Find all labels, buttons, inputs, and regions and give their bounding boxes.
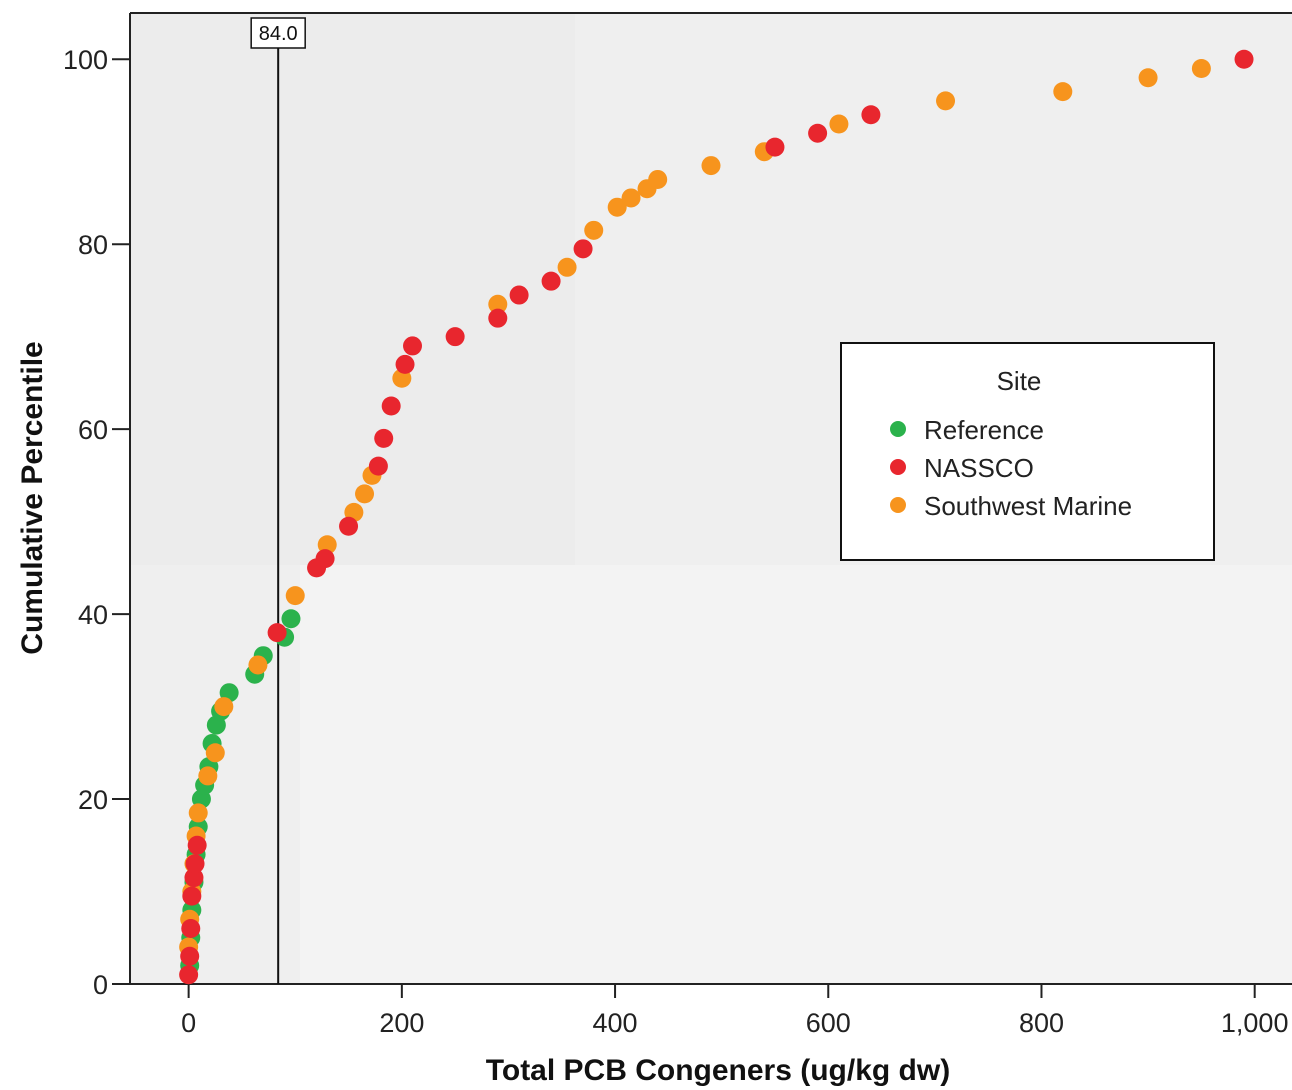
point-nassco bbox=[184, 868, 204, 888]
reference-line-label: 84.0 bbox=[259, 23, 298, 45]
point-nassco bbox=[180, 946, 200, 966]
y-tick-label: 40 bbox=[78, 600, 108, 630]
point-southwest-marine bbox=[607, 197, 627, 217]
point-nassco bbox=[445, 327, 465, 347]
plot-area-shade bbox=[130, 13, 575, 565]
reference-line-group: 84.0 bbox=[250, 17, 306, 984]
legend-entries: Reference NASSCO Southwest Marine bbox=[890, 415, 1132, 521]
legend-marker bbox=[890, 459, 906, 475]
point-southwest-marine bbox=[285, 586, 305, 606]
point-nassco bbox=[368, 456, 388, 476]
point-southwest-marine bbox=[584, 220, 604, 240]
point-nassco bbox=[403, 336, 423, 356]
point-nassco bbox=[381, 396, 401, 416]
legend-title: Site bbox=[997, 366, 1042, 396]
legend-label: Southwest Marine bbox=[924, 491, 1132, 521]
point-nassco bbox=[861, 105, 881, 125]
x-tick-label: 1,000 bbox=[1221, 1008, 1289, 1038]
x-axis-ticks: 0 200 400 600 800 1,000 bbox=[181, 984, 1288, 1038]
point-southwest-marine bbox=[701, 156, 721, 176]
point-southwest-marine bbox=[205, 743, 225, 763]
y-tick-label: 100 bbox=[63, 45, 108, 75]
reference-line-label-box bbox=[250, 17, 306, 49]
point-nassco bbox=[339, 516, 359, 536]
point-nassco bbox=[315, 549, 335, 569]
x-tick-label: 400 bbox=[593, 1008, 638, 1038]
point-nassco bbox=[181, 919, 201, 939]
point-southwest-marine bbox=[621, 188, 641, 208]
legend-marker bbox=[890, 497, 906, 513]
x-tick-label: 600 bbox=[806, 1008, 851, 1038]
x-axis-title: Total PCB Congeners (ug/kg dw) bbox=[486, 1054, 950, 1087]
point-nassco bbox=[808, 123, 828, 143]
x-tick-label: 200 bbox=[379, 1008, 424, 1038]
y-tick-label: 60 bbox=[78, 415, 108, 445]
point-reference bbox=[281, 609, 301, 629]
point-southwest-marine bbox=[188, 803, 208, 823]
point-nassco bbox=[187, 835, 207, 855]
plot-area-highlight bbox=[300, 565, 1292, 984]
point-nassco bbox=[573, 239, 593, 259]
point-southwest-marine bbox=[936, 91, 956, 111]
point-nassco bbox=[395, 354, 415, 374]
point-nassco bbox=[488, 308, 508, 328]
y-axis-ticks: 0 20 40 60 80 100 bbox=[63, 45, 130, 1000]
point-southwest-marine bbox=[557, 257, 577, 277]
data-points bbox=[179, 49, 1254, 985]
point-southwest-marine bbox=[648, 169, 668, 189]
point-nassco bbox=[509, 285, 529, 305]
point-southwest-marine bbox=[355, 484, 375, 504]
point-nassco bbox=[185, 854, 205, 874]
point-southwest-marine bbox=[198, 766, 218, 786]
point-nassco bbox=[541, 271, 561, 291]
legend-label: Reference bbox=[924, 415, 1044, 445]
point-nassco bbox=[267, 623, 287, 643]
point-southwest-marine bbox=[214, 697, 234, 717]
y-tick-label: 20 bbox=[78, 785, 108, 815]
point-southwest-marine bbox=[1191, 58, 1211, 78]
y-tick-label: 80 bbox=[78, 230, 108, 260]
point-nassco bbox=[179, 965, 199, 985]
point-southwest-marine bbox=[488, 294, 508, 314]
point-nassco bbox=[1234, 49, 1254, 69]
legend-label: NASSCO bbox=[924, 453, 1034, 483]
legend-box bbox=[840, 342, 1215, 561]
point-southwest-marine bbox=[248, 655, 268, 675]
point-nassco bbox=[182, 886, 202, 906]
point-southwest-marine bbox=[829, 114, 849, 134]
y-tick-label: 0 bbox=[93, 970, 108, 1000]
legend: Site Reference NASSCO Southwest Marine bbox=[840, 342, 1215, 561]
point-southwest-marine bbox=[1138, 68, 1158, 88]
legend-marker bbox=[890, 421, 906, 437]
y-axis-title: Cumulative Percentile bbox=[16, 341, 49, 654]
point-nassco bbox=[765, 137, 785, 157]
point-nassco bbox=[374, 428, 394, 448]
x-tick-label: 800 bbox=[1019, 1008, 1064, 1038]
x-tick-label: 0 bbox=[181, 1008, 196, 1038]
point-southwest-marine bbox=[1053, 82, 1073, 102]
